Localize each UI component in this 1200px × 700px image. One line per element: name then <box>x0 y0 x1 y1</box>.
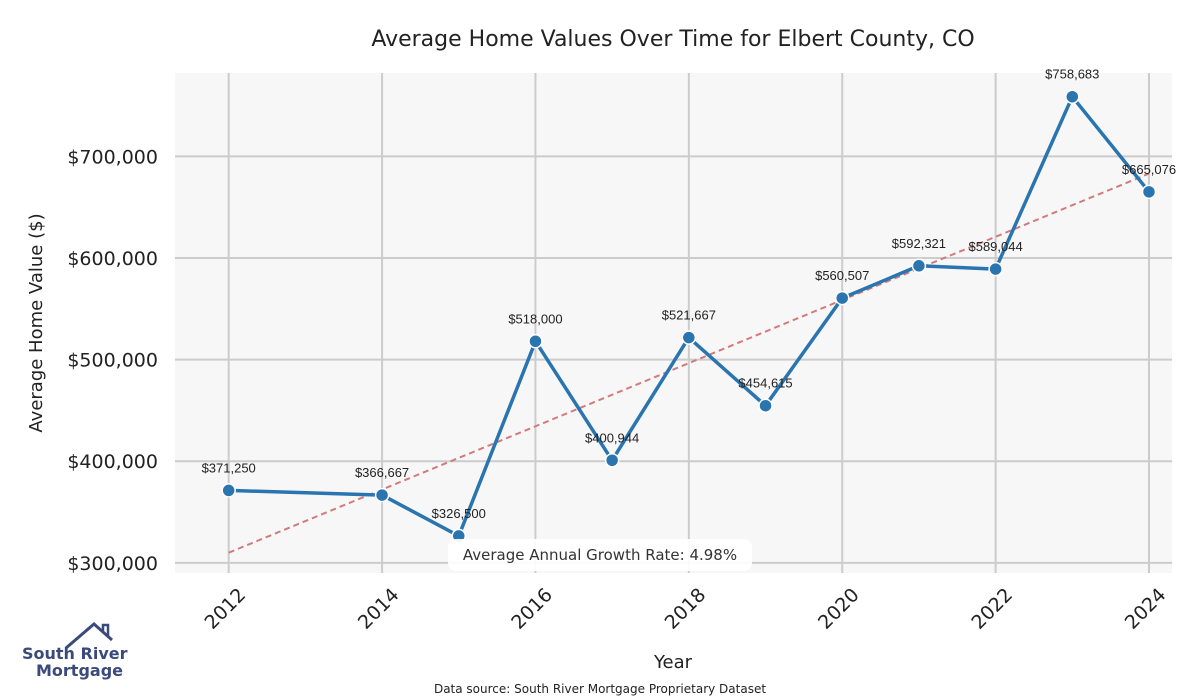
y-gridlines <box>175 155 1172 564</box>
data-point-2019 <box>758 398 773 413</box>
y-tick-500000: $500,000 <box>67 350 158 372</box>
data-label-2014: $366,667 <box>355 465 409 480</box>
data-label-2019: $454,615 <box>738 376 792 391</box>
data-point-2022 <box>988 261 1003 277</box>
data-point-2023 <box>1065 89 1080 104</box>
y-tick-700000: $700,000 <box>67 146 158 168</box>
x-tick-labels: 2012 2014 2016 2018 2020 2022 2024 <box>200 584 1170 634</box>
y-tick-300000: $300,000 <box>67 553 158 575</box>
plot-area <box>175 73 1172 573</box>
data-label-2020: $560,507 <box>815 268 869 283</box>
data-label-2016: $518,000 <box>508 311 562 326</box>
source-note: Data source: South River Mortgage Propri… <box>434 682 766 696</box>
annotation-text: Average Annual Growth Rate: 4.98% <box>463 546 737 564</box>
data-label-2024: $665,076 <box>1122 162 1176 177</box>
data-label-2021: $592,321 <box>892 236 946 251</box>
data-label-2015: $326,500 <box>432 506 486 521</box>
data-point-2017 <box>604 453 620 468</box>
x-tick-2020: 2020 <box>814 584 864 634</box>
x-axis-label: Year <box>653 652 693 673</box>
data-label-2012: $371,250 <box>202 460 256 475</box>
data-point-2018 <box>681 330 697 345</box>
chart-title: Average Home Values Over Time for Elbert… <box>371 27 974 52</box>
data-labels: $371,250 $366,667 $326,500 $518,000 $400,944… <box>202 67 1177 521</box>
y-tick-600000: $600,000 <box>67 248 158 270</box>
data-label-2023: $758,683 <box>1045 67 1099 82</box>
data-label-2018: $521,667 <box>662 308 716 323</box>
x-tick-2018: 2018 <box>661 584 711 634</box>
series-polyline <box>228 94 1151 538</box>
logo-line2: Mortgage <box>36 661 123 680</box>
house-chimney-icon <box>101 623 110 636</box>
y-tick-400000: $400,000 <box>67 451 158 473</box>
y-axis-label: Average Home Value ($) <box>26 213 47 432</box>
data-points <box>221 89 1157 544</box>
data-label-2017: $400,944 <box>585 430 639 445</box>
series-line <box>228 94 1151 538</box>
data-label-2022: $589,044 <box>968 239 1022 254</box>
data-point-2021 <box>911 258 927 274</box>
growth-rate-annotation: Average Annual Growth Rate: 4.98% <box>448 539 752 571</box>
data-point-2016 <box>528 334 543 349</box>
x-tick-2012: 2012 <box>200 584 250 634</box>
house-roof-icon <box>65 622 113 650</box>
annotation-box <box>448 539 752 571</box>
data-point-2020 <box>834 290 850 306</box>
data-point-2012 <box>221 483 236 498</box>
data-point-2024 <box>1141 184 1157 200</box>
x-tick-2014: 2014 <box>354 584 404 634</box>
logo-line1: South River <box>22 644 128 663</box>
y-tick-labels: $300,000 $400,000 $500,000 $600,000 $700,000 <box>67 146 158 575</box>
x-tick-2016: 2016 <box>507 584 557 634</box>
logo: South River Mortgage <box>22 622 128 680</box>
data-point-2014 <box>374 487 390 503</box>
x-tick-2022: 2022 <box>967 584 1017 634</box>
x-tick-2024: 2024 <box>1121 584 1171 634</box>
